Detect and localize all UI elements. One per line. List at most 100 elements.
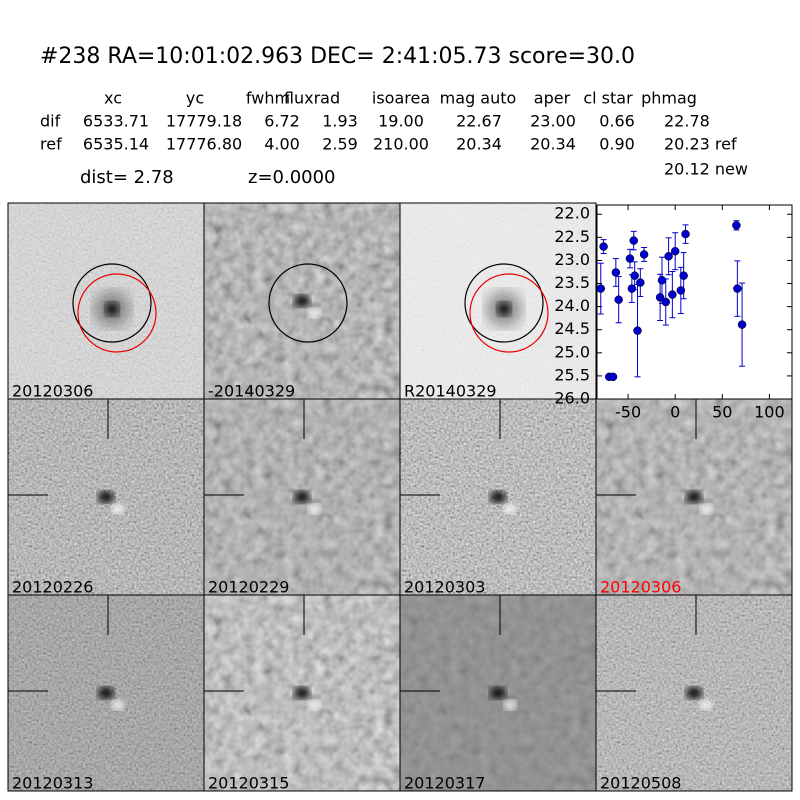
y-tick-label: 26.0	[554, 389, 590, 408]
table-cell: 19.00	[378, 112, 424, 131]
table-cell: 6535.14	[83, 135, 149, 154]
stamp-label: 20120313	[12, 774, 93, 793]
point	[636, 278, 645, 287]
stamp: 20120315	[203, 594, 401, 793]
residual	[308, 700, 320, 710]
dist: dist= 2.78	[80, 167, 174, 188]
table-cell: 22.78	[664, 112, 710, 131]
stamp-label: 20120306	[600, 578, 681, 597]
phmag-new: 20.12 new	[664, 160, 748, 179]
source	[98, 491, 114, 503]
x-tick-label: 100	[754, 403, 785, 422]
table-cell: 1.93	[322, 112, 358, 131]
stamp-label: R20140329	[404, 382, 497, 401]
source	[98, 687, 114, 699]
y-tick-label: 25.0	[554, 342, 590, 361]
column-header: cl star	[583, 89, 633, 108]
point	[596, 284, 606, 293]
residual	[504, 504, 516, 514]
table-cell: 6.72	[264, 112, 300, 131]
stamp-label: 20120226	[12, 578, 93, 597]
stamp: 20120306	[595, 398, 793, 597]
column-header: mag auto	[440, 89, 517, 108]
stamp-label: 20120229	[208, 578, 289, 597]
point	[657, 276, 667, 285]
residual	[308, 308, 320, 318]
stamp: 20120229	[203, 398, 401, 597]
stamp-label: 20120315	[208, 774, 289, 793]
residual	[112, 504, 124, 514]
table-cell: 210.00	[373, 135, 429, 154]
stamp: R20140329	[399, 202, 597, 401]
table-cell: 2.59	[322, 135, 358, 154]
point	[630, 271, 639, 280]
residual	[700, 504, 712, 514]
residual	[700, 700, 712, 710]
source	[105, 302, 119, 316]
y-tick-label: 23.0	[554, 250, 590, 269]
x-tick-label: -50	[615, 403, 641, 422]
table-cell: 22.67	[456, 112, 502, 131]
point	[614, 295, 623, 304]
x-tick-label: 50	[712, 403, 732, 422]
source	[294, 687, 310, 699]
point	[664, 252, 673, 261]
stamp: 20120508	[595, 594, 793, 793]
table-cell: 17779.18	[166, 112, 242, 131]
source	[497, 302, 511, 316]
aperture	[464, 263, 544, 343]
point	[676, 286, 686, 295]
point	[681, 229, 690, 239]
column-header: xc	[104, 89, 122, 108]
table-cell: dif	[40, 112, 61, 131]
table-cell: 4.00	[264, 135, 300, 154]
point	[732, 221, 741, 230]
plot-area	[596, 204, 793, 400]
aperture-ref	[77, 273, 157, 353]
source	[490, 687, 506, 699]
point	[599, 242, 608, 251]
stamp-label: -20140329	[208, 382, 295, 401]
aperture	[72, 263, 152, 343]
stamp: 20120303	[399, 398, 597, 597]
table-cell: 20.23 ref	[664, 135, 737, 154]
point	[670, 246, 680, 256]
stamp-label: 20120317	[404, 774, 485, 793]
stamp: 20120313	[7, 594, 205, 793]
redshift: z=0.0000	[248, 167, 336, 188]
title: #238 RA=10:01:02.963 DEC= 2:41:05.73 sco…	[40, 44, 635, 69]
y-tick-label: 22.0	[554, 204, 590, 223]
point	[627, 284, 637, 293]
column-header: phmag	[641, 89, 697, 108]
column-header: fwhm	[246, 89, 290, 108]
column-header: isoarea	[372, 89, 430, 108]
source	[686, 491, 702, 503]
table-cell: 0.90	[599, 135, 635, 154]
table-cell: 6533.71	[83, 112, 149, 131]
source	[490, 491, 506, 503]
aperture-ref	[469, 273, 549, 353]
table-cell: 20.34	[530, 135, 576, 154]
point	[679, 271, 688, 280]
table-cell: 17776.80	[166, 135, 242, 154]
x-tick-label: 0	[670, 403, 680, 422]
source	[294, 295, 310, 307]
table-cell: ref	[40, 135, 62, 154]
stamp: 20120226	[7, 398, 205, 597]
stamp: 20120306	[7, 202, 205, 401]
point	[733, 284, 742, 293]
point	[625, 254, 635, 263]
y-tick-label: 24.5	[554, 319, 590, 338]
point	[639, 250, 649, 259]
residual	[308, 504, 320, 514]
point	[633, 326, 642, 335]
stamp-label: 20120306	[12, 382, 93, 401]
point	[661, 297, 671, 307]
point	[668, 290, 677, 299]
column-header: yc	[186, 89, 204, 108]
stamp: 20120317	[399, 594, 597, 793]
point	[611, 268, 621, 277]
stamp-label: 20120508	[600, 774, 681, 793]
y-tick-label: 22.5	[554, 227, 590, 246]
